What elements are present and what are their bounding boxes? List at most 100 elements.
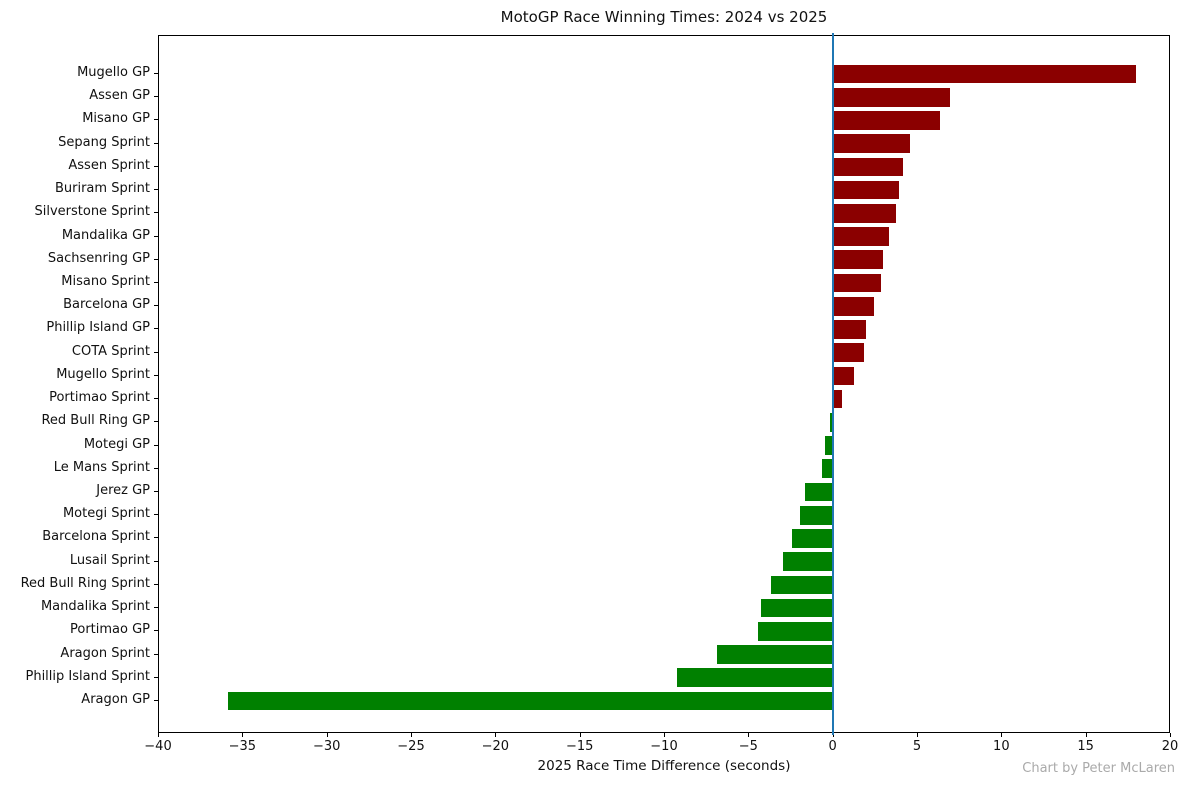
y-tick	[154, 653, 158, 655]
bar-assen-gp	[833, 87, 951, 107]
x-tick-label: −35	[228, 739, 257, 754]
chart-title: MotoGP Race Winning Times: 2024 vs 2025	[500, 8, 828, 26]
bar-lusail-sprint	[783, 552, 834, 571]
bar-silverstone-sprint	[833, 204, 897, 223]
y-axis-label-mugello-sprint: Mugello Sprint	[56, 366, 150, 382]
zero-reference-line	[831, 33, 834, 735]
y-axis-label-misano-gp: Misano GP	[82, 111, 150, 127]
bar-motegi-sprint	[799, 505, 834, 525]
y-tick	[154, 189, 158, 191]
y-axis-label-aragon-gp: Aragon GP	[81, 692, 150, 707]
x-tick	[917, 733, 918, 737]
x-tick-label: 10	[993, 739, 1010, 754]
x-tick	[326, 733, 328, 737]
plot-area	[158, 35, 1170, 733]
x-tick-label: 15	[1077, 739, 1094, 754]
y-axis-label-assen-sprint: Assen Sprint	[68, 157, 150, 173]
y-axis-label-red-bull-ring-sprint: Red Bull Ring Sprint	[20, 575, 150, 591]
bar-sepang-sprint	[833, 134, 910, 153]
x-tick	[158, 733, 159, 737]
y-axis-label-barcelona-sprint: Barcelona Sprint	[42, 529, 150, 545]
x-tick	[1170, 733, 1171, 737]
bar-mugello-sprint	[833, 366, 854, 386]
bar-mandalika-gp	[833, 227, 890, 246]
x-tick	[748, 733, 750, 737]
y-axis-label-misano-sprint: Misano Sprint	[61, 274, 150, 289]
bar-mandalika-sprint	[761, 598, 834, 618]
bar-assen-sprint	[833, 157, 903, 177]
y-tick	[154, 700, 158, 701]
bar-misano-gp	[833, 111, 940, 130]
y-tick	[154, 630, 158, 632]
x-tick	[242, 733, 244, 737]
y-axis-label-motegi-sprint: Motegi Sprint	[62, 506, 150, 522]
y-tick	[154, 305, 158, 307]
y-tick	[154, 235, 158, 237]
y-axis-label-sepang-sprint: Sepang Sprint	[58, 134, 150, 150]
y-axis-label-assen-gp: Assen GP	[89, 88, 150, 104]
y-tick	[154, 421, 158, 423]
x-tick-label: 5	[912, 739, 922, 754]
y-axis-label-sachsenring-gp: Sachsenring GP	[47, 250, 150, 266]
y-tick	[154, 491, 158, 492]
x-tick-label: 0	[828, 739, 837, 754]
x-tick-label: −25	[397, 739, 425, 754]
y-tick	[154, 351, 158, 353]
x-tick	[1001, 733, 1003, 737]
y-tick	[154, 537, 158, 539]
y-tick	[154, 514, 158, 516]
y-axis-label-lusail-sprint: Lusail Sprint	[69, 552, 150, 568]
y-axis-label-cota-sprint: COTA Sprint	[71, 343, 150, 359]
x-tick-label: −30	[312, 739, 341, 754]
y-axis-label-le-mans-sprint: Le Mans Sprint	[53, 459, 150, 475]
y-tick	[154, 676, 158, 678]
y-tick	[154, 96, 158, 98]
x-tick-label: 20	[1161, 739, 1179, 754]
bar-red-bull-ring-sprint	[771, 575, 834, 595]
y-tick	[154, 258, 158, 260]
y-axis-label-aragon-sprint: Aragon Sprint	[60, 645, 150, 661]
y-axis-label-portimao-sprint: Portimao Sprint	[49, 390, 150, 406]
x-tick	[1085, 733, 1087, 737]
y-tick	[154, 73, 158, 74]
bar-le-mans-sprint	[821, 459, 834, 479]
y-tick	[154, 328, 158, 330]
x-tick-label: −40	[144, 739, 172, 754]
y-axis-label-silverstone-sprint: Silverstone Sprint	[34, 204, 150, 220]
bar-mugello-gp	[833, 64, 1136, 84]
y-axis-label-mugello-gp: Mugello GP	[77, 65, 150, 80]
x-tick	[832, 733, 834, 737]
y-tick	[154, 398, 158, 400]
bar-phillip-island-gp	[833, 320, 866, 339]
y-tick	[154, 165, 158, 167]
bar-portimao-sprint	[833, 389, 843, 409]
x-tick-label: −10	[650, 739, 678, 754]
x-tick	[411, 733, 412, 737]
y-axis-label-phillip-island-sprint: Phillip Island Sprint	[25, 668, 150, 684]
bar-barcelona-sprint	[791, 529, 834, 548]
bar-sachsenring-gp	[833, 250, 883, 270]
bar-aragon-sprint	[717, 645, 834, 664]
bar-motegi-gp	[825, 436, 834, 455]
y-axis-label-portimao-gp: Portimao GP	[69, 622, 150, 638]
x-tick	[664, 733, 665, 737]
bar-buriram-sprint	[833, 180, 900, 200]
y-axis-label-phillip-island-gp: Phillip Island GP	[46, 320, 150, 336]
y-tick	[154, 444, 158, 446]
attribution-text: Chart by Peter McLaren	[1022, 761, 1175, 776]
y-tick	[154, 607, 158, 609]
bar-portimao-gp	[757, 622, 834, 641]
y-axis-label-buriram-sprint: Buriram Sprint	[54, 181, 150, 197]
x-axis-label: 2025 Race Time Difference (seconds)	[537, 758, 791, 774]
bar-cota-sprint	[833, 343, 865, 362]
y-tick	[154, 282, 158, 283]
x-tick	[579, 733, 581, 737]
y-tick	[154, 374, 158, 376]
y-axis-label-mandalika-gp: Mandalika GP	[61, 227, 150, 243]
y-tick	[154, 560, 158, 562]
y-tick	[154, 583, 158, 585]
y-axis-label-barcelona-gp: Barcelona GP	[63, 297, 150, 313]
x-tick-label: −20	[481, 739, 510, 754]
y-axis-label-jerez-gp: Jerez GP	[96, 483, 150, 498]
